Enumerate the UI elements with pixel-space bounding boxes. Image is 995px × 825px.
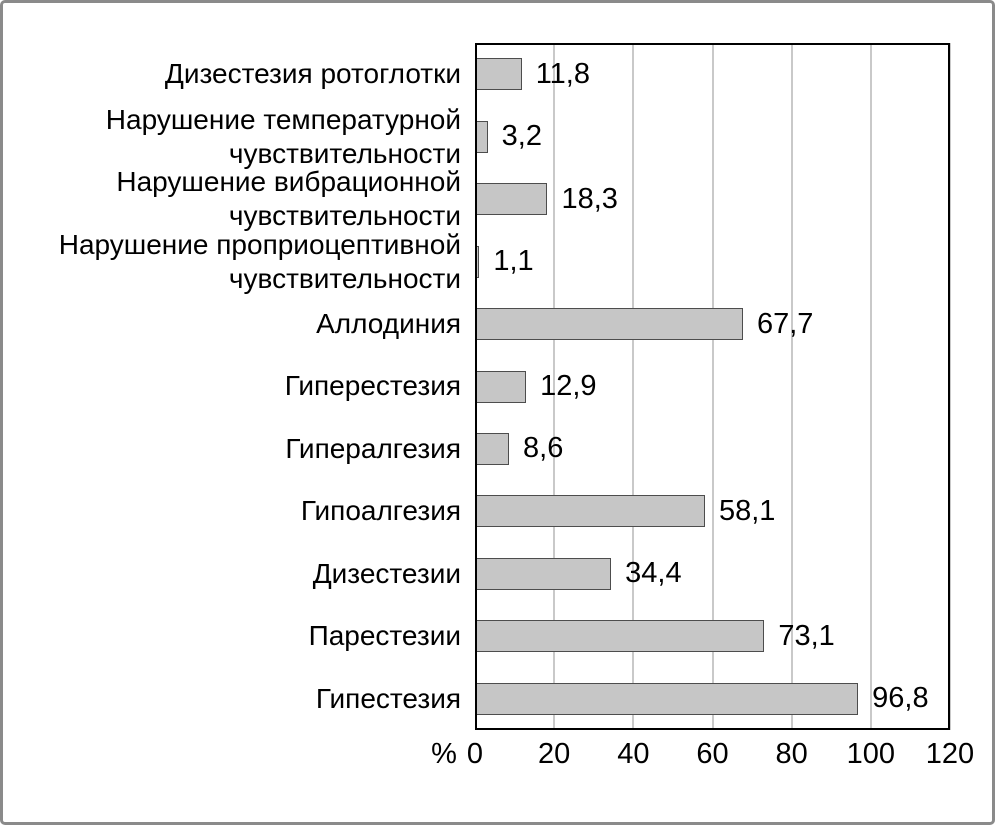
category-label: Нарушение проприоцептивной чувствительно… — [58, 228, 461, 294]
category-label: Гипестезия — [315, 682, 461, 714]
value-label: 96,8 — [872, 682, 929, 715]
value-label: 8,6 — [523, 432, 564, 465]
gridline — [790, 43, 793, 730]
bar — [475, 245, 480, 278]
value-label: 12,9 — [540, 369, 597, 402]
x-tick-label: 80 — [775, 738, 808, 770]
value-label: 67,7 — [756, 307, 814, 340]
value-label: 58,1 — [718, 494, 776, 527]
x-tick-label: 20 — [538, 738, 571, 770]
bar — [475, 58, 522, 91]
category-label: Нарушение температурной чувствительности — [105, 103, 461, 169]
bar — [475, 120, 488, 153]
category-label: Гиперестезия — [284, 370, 461, 402]
value-label: 73,1 — [778, 619, 835, 652]
gridline — [949, 43, 951, 730]
x-tick-label: 40 — [617, 738, 650, 770]
gridline — [711, 43, 714, 730]
category-label: Гипералгезия — [285, 432, 461, 464]
x-tick-label: 60 — [696, 738, 729, 770]
gridline — [553, 43, 556, 730]
bar — [475, 370, 527, 403]
value-label: 11,8 — [535, 57, 590, 90]
value-label: 34,4 — [625, 557, 682, 590]
category-label: Дизестезии — [312, 557, 461, 589]
gridline — [869, 43, 872, 730]
category-label: Гипоалгезия — [300, 495, 461, 527]
bar — [475, 183, 548, 216]
bar — [475, 308, 743, 341]
x-tick-label: 0 — [466, 738, 484, 770]
bar — [475, 495, 705, 528]
gridline — [632, 43, 635, 730]
category-label: Аллодиния — [316, 308, 461, 340]
bar — [475, 682, 859, 715]
category-label: Дизестезия ротоглотки — [164, 58, 461, 90]
bar — [475, 620, 765, 653]
x-axis-unit-label: % — [431, 738, 457, 770]
bar — [475, 557, 612, 590]
value-label: 18,3 — [561, 182, 618, 215]
x-tick-label: 100 — [846, 738, 896, 770]
category-label: Парестезии — [308, 620, 461, 652]
value-label: 1,1 — [493, 245, 534, 278]
bar — [475, 432, 510, 465]
value-label: 3,2 — [501, 120, 542, 153]
x-tick-label: 120 — [925, 738, 975, 770]
category-label: Нарушение вибрационной чувствительности — [116, 166, 461, 232]
